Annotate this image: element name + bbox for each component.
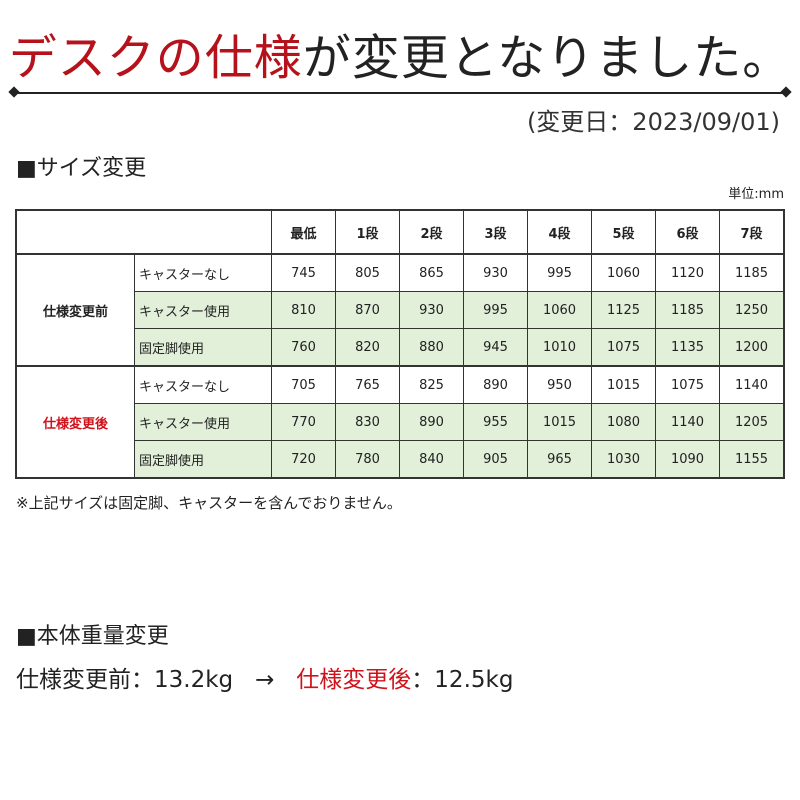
table-cell: 1075 [655,365,720,404]
table-cell: 810 [271,291,336,329]
unit-label: 単位:mm [728,187,784,202]
diamond-icon [780,86,792,98]
table-cell: 805 [335,253,400,292]
table-cell: 865 [399,253,464,292]
column-header: 最低 [271,209,336,255]
table-cell: 890 [399,403,464,441]
group-label: 仕様変更前 [15,253,135,367]
column-header: 6段 [655,209,720,255]
row-label: キャスターなし [134,365,272,404]
table-cell: 745 [271,253,336,292]
size-note: ※上記サイズは固定脚、キャスターを含んでおりません。 [16,494,402,512]
table-cell: 955 [463,403,528,441]
table-row: 固定脚使用 760 820 880 945 1010 1075 1135 1200 [16,328,785,367]
table-cell: 1200 [719,328,785,367]
header-corner [15,209,272,255]
table-cell: 1015 [527,403,592,441]
table-cell: 770 [271,403,336,441]
column-header: 2段 [399,209,464,255]
table-cell: 1060 [527,291,592,329]
column-header: 5段 [591,209,656,255]
change-date: (変更日：2023/09/01) [526,108,780,136]
table-cell: 765 [335,365,400,404]
table-cell: 1135 [655,328,720,367]
table-cell: 1140 [719,365,785,404]
table-cell: 1155 [719,440,785,479]
before-label: 仕様変更前 [16,667,131,693]
table-cell: 1250 [719,291,785,329]
table-cell: 1185 [655,291,720,329]
table-cell: 1015 [591,365,656,404]
weight-change: 仕様変更前：13.2kg → 仕様変更後：12.5kg [16,660,513,694]
table-cell: 930 [463,253,528,292]
table-cell: 820 [335,328,400,367]
weight-section-heading: ■本体重量変更 [16,624,169,649]
table-cell: 1185 [719,253,785,292]
title-black-part: が変更となりました。 [302,30,792,86]
table-row: 固定脚使用 720 780 840 905 965 1030 1090 1155 [16,440,785,479]
after-weight: ：12.5kg [411,667,514,693]
table-cell: 1010 [527,328,592,367]
row-label: キャスター使用 [134,403,272,441]
table-cell: 1075 [591,328,656,367]
table-cell: 1080 [591,403,656,441]
table-header-row: 最低 1段 2段 3段 4段 5段 6段 7段 [15,209,785,255]
before-weight: ：13.2kg [131,667,234,693]
diamond-icon [8,86,20,98]
table-cell: 1030 [591,440,656,479]
row-label: キャスター使用 [134,291,272,329]
divider [14,92,786,94]
row-label: 固定脚使用 [134,328,272,367]
table-cell: 890 [463,365,528,404]
table-cell: 705 [271,365,336,404]
column-header: 7段 [719,209,785,255]
table-cell: 840 [399,440,464,479]
table-cell: 1125 [591,291,656,329]
page-title: デスクの仕様が変更となりました。 [0,18,800,88]
table-row: 仕様変更前 キャスターなし 745 805 865 930 995 1060 1120 1185 [15,253,785,367]
table-cell: 880 [399,328,464,367]
table-row: 仕様変更後 キャスターなし 705 765 825 890 950 1015 1075 1140 [15,365,785,479]
table-cell: 930 [399,291,464,329]
table-cell: 1090 [655,440,720,479]
row-label: キャスターなし [134,253,272,292]
table-cell: 905 [463,440,528,479]
table-cell: 830 [335,403,400,441]
size-section-heading: ■サイズ変更 [16,156,147,181]
after-label: 仕様変更後 [296,667,412,693]
row-label: 固定脚使用 [134,440,272,479]
table-cell: 945 [463,328,528,367]
table-cell: 965 [527,440,592,479]
table-cell: 1060 [591,253,656,292]
column-header: 3段 [463,209,528,255]
table-row: キャスター使用 810 870 930 995 1060 1125 1185 1250 [16,291,785,329]
table-cell: 720 [271,440,336,479]
table-cell: 760 [271,328,336,367]
table-cell: 995 [463,291,528,329]
title-red-part: デスクの仕様 [8,30,303,86]
table-cell: 1205 [719,403,785,441]
table-cell: 1120 [655,253,720,292]
table-row: キャスター使用 770 830 890 955 1015 1080 1140 1205 [16,403,785,441]
size-table: 最低 1段 2段 3段 4段 5段 6段 7段 仕様変更前 キャスターなし 745 805 865 930… [15,209,785,479]
column-header: 4段 [527,209,592,255]
column-header: 1段 [335,209,400,255]
table-cell: 950 [527,365,592,404]
arrow-icon: → [255,667,275,693]
table-cell: 870 [335,291,400,329]
table-cell: 995 [527,253,592,292]
table-cell: 825 [399,365,464,404]
table-cell: 780 [335,440,400,479]
table-cell: 1140 [655,403,720,441]
group-label: 仕様変更後 [15,365,135,479]
